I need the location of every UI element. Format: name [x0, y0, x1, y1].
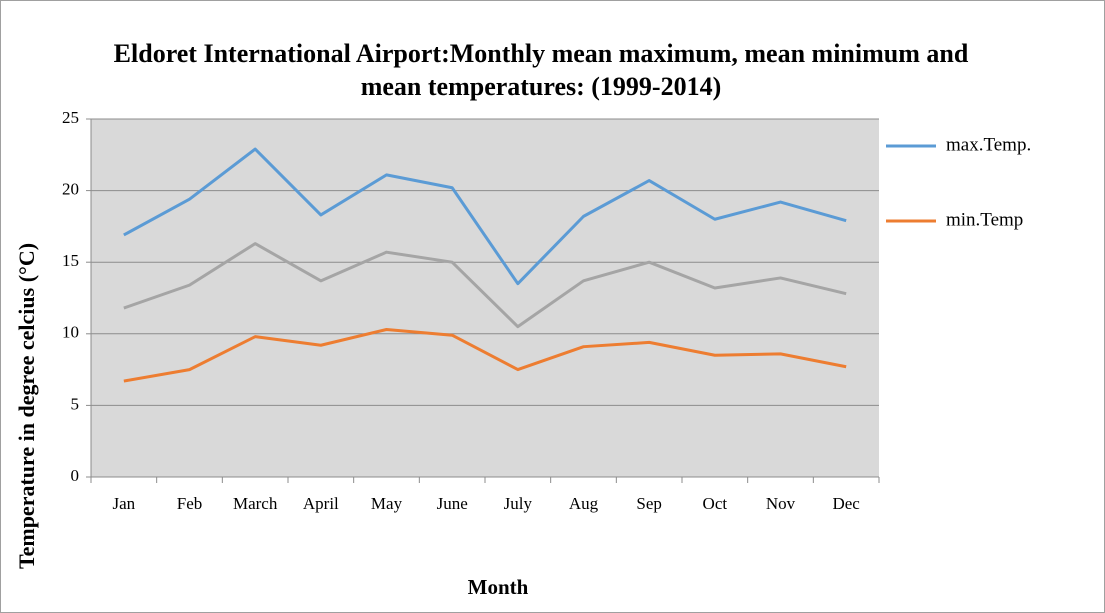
- x-axis-label: Month: [468, 575, 529, 599]
- chart-title: Eldoret International Airport:Monthly me…: [113, 39, 969, 101]
- y-tick-label: 15: [62, 251, 79, 270]
- legend-label: max.Temp.: [946, 134, 1031, 155]
- x-tick-label: Aug: [569, 494, 599, 513]
- x-tick-label: March: [233, 494, 278, 513]
- x-tick-label: Dec: [832, 494, 860, 513]
- plot-area: [91, 119, 879, 477]
- x-tick-label: May: [371, 494, 403, 513]
- series-line: [123, 147, 847, 286]
- x-tick-label: June: [437, 494, 468, 513]
- y-tick-label: 10: [62, 323, 79, 342]
- series-line: [123, 328, 847, 383]
- x-tick-label: April: [303, 494, 339, 513]
- x-tick-label: July: [504, 494, 533, 513]
- x-tick-label: Sep: [636, 494, 662, 513]
- x-tick-label: Nov: [766, 494, 796, 513]
- x-tick-label: Feb: [177, 494, 203, 513]
- x-tick-label: Oct: [703, 494, 728, 513]
- y-tick-label: 25: [62, 108, 79, 127]
- series-line: [123, 242, 847, 329]
- y-tick-label: 5: [71, 394, 80, 413]
- y-tick-label: 20: [62, 180, 79, 199]
- y-axis-label: Temperature in degree celcius (°C): [14, 243, 39, 569]
- legend-label: min.Temp: [946, 209, 1023, 230]
- y-tick-label: 0: [71, 466, 80, 485]
- x-tick-label: Jan: [112, 494, 135, 513]
